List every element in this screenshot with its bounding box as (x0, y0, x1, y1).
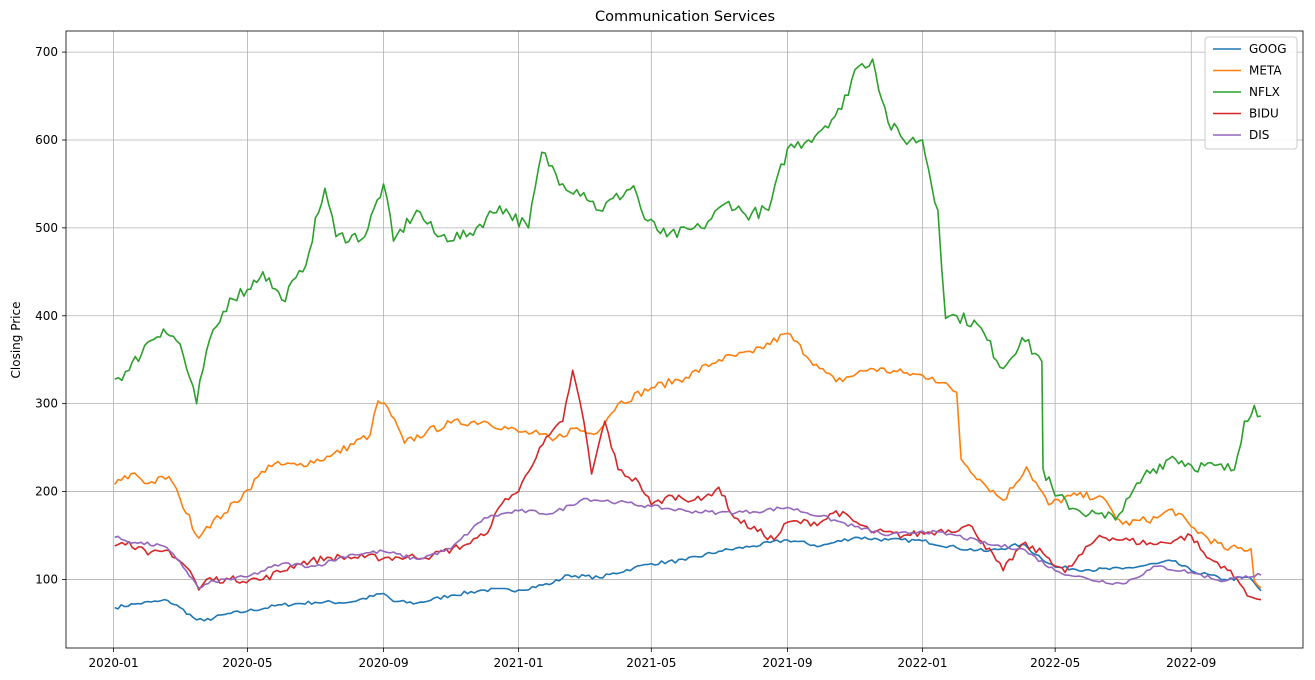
series-line-bidu (114, 369, 1262, 601)
y-axis-label: Closing Price (9, 302, 23, 379)
legend-label-nflx: NFLX (1249, 85, 1280, 99)
x-tick-label: 2021-01 (493, 656, 543, 670)
x-tick-label: 2021-09 (762, 656, 812, 670)
series-lines (114, 58, 1262, 622)
x-tick-label: 2022-01 (897, 656, 947, 670)
legend-label-dis: DIS (1249, 128, 1269, 142)
grid (66, 31, 1303, 648)
y-tick-label: 700 (35, 45, 58, 59)
x-tick-label: 2021-05 (626, 656, 676, 670)
plot-area-frame (65, 30, 1304, 649)
legend-label-goog: GOOG (1249, 42, 1287, 56)
y-tick-label: 200 (35, 485, 58, 499)
series-line-nflx (114, 58, 1262, 521)
x-tick-label: 2022-09 (1166, 656, 1216, 670)
y-tick-label: 400 (35, 309, 58, 323)
y-tick-label: 100 (35, 572, 58, 586)
legend-label-bidu: BIDU (1249, 107, 1279, 121)
x-tick-label: 2020-09 (358, 656, 408, 670)
series-line-dis (114, 497, 1262, 590)
x-tick-label: 2022-05 (1030, 656, 1080, 670)
x-axis-ticks: 2020-01 2020-05 2020-09 2021-01 2021-05 2021-… (89, 648, 1216, 670)
x-tick-label: 2020-05 (222, 656, 272, 670)
x-tick-label: 2020-01 (89, 656, 139, 670)
series-line-goog (114, 536, 1262, 622)
y-tick-label: 600 (35, 133, 58, 147)
legend: GOOG META NFLX BIDU DIS (1204, 36, 1298, 150)
series-line-meta (114, 332, 1262, 589)
y-axis-ticks: 100 200 300 400 500 600 700 (35, 45, 66, 586)
legend-box (1204, 36, 1298, 150)
chart-title: Communication Services (595, 9, 775, 25)
y-tick-label: 500 (35, 221, 58, 235)
legend-label-meta: META (1249, 64, 1282, 78)
y-tick-label: 300 (35, 397, 58, 411)
